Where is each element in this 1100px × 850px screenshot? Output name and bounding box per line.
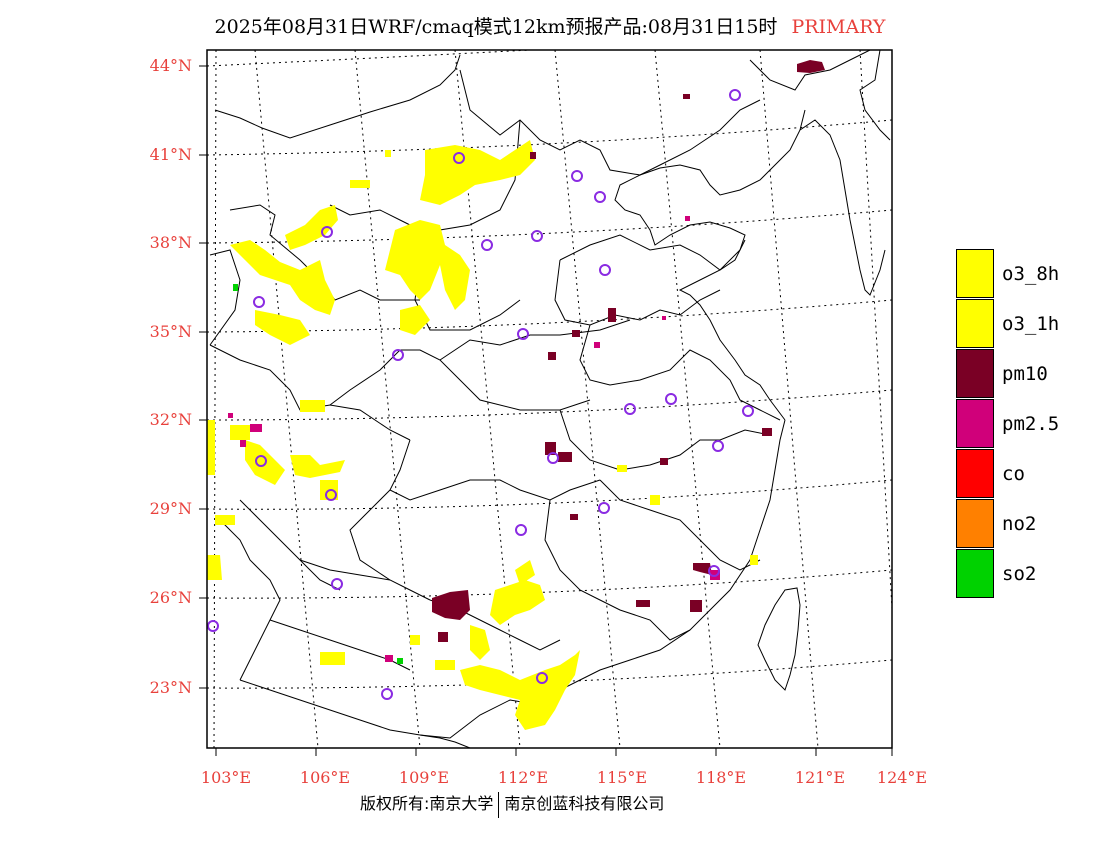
axis-ticks (199, 65, 893, 756)
lon-label-112: 112°E (497, 768, 549, 787)
monitoring-stations (207, 89, 754, 700)
lon-label-121: 121°E (794, 768, 846, 787)
lon-label-109: 109°E (398, 768, 450, 787)
pm10-patches (432, 60, 825, 642)
legend-label: no2 (1002, 513, 1037, 535)
legend-item-pm10: pm10 (956, 349, 1096, 399)
lat-label-41: 41°N (149, 145, 192, 164)
title-text: 2025年08月31日WRF/cmaq模式12km预报产品:08月31日15时 (214, 16, 778, 38)
lon-label-124: 124°E (876, 768, 928, 787)
copyright-company: 南京创蓝科技有限公司 (504, 794, 665, 813)
lon-label-118: 118°E (695, 768, 747, 787)
pm25-patches (228, 216, 720, 662)
legend-swatch (956, 449, 994, 498)
legend-item-co: co (956, 449, 1096, 499)
legend-swatch (956, 399, 994, 448)
map-title: 2025年08月31日WRF/cmaq模式12km预报产品:08月31日15时 P… (0, 12, 1100, 39)
taiwan (757, 587, 801, 691)
pollutant-patches (207, 60, 825, 730)
map-frame (206, 49, 893, 749)
north-province-lines (459, 69, 761, 176)
northern-border (214, 54, 461, 139)
copyright-footer: 版权所有:南京大学 南京创蓝科技有限公司 (360, 790, 664, 818)
legend-item-o3-8h: o3_8h (956, 249, 1096, 299)
hainan (419, 734, 471, 748)
legend-label: o3_1h (1002, 313, 1060, 335)
lon-label-115: 115°E (596, 768, 648, 787)
boundaries (209, 50, 891, 748)
lat-label-23: 23°N (149, 678, 192, 697)
lon-label-103: 103°E (200, 768, 252, 787)
legend-swatch (956, 249, 994, 298)
korea-coast (799, 119, 886, 296)
lon-label-106: 106°E (299, 768, 351, 787)
legend-item-so2: so2 (956, 549, 1096, 599)
title-tag: PRIMARY (791, 16, 886, 38)
legend-item-o3-1h: o3_1h (956, 299, 1096, 349)
legend-item-pm25: pm2.5 (956, 399, 1096, 449)
legend-swatch (956, 549, 994, 598)
legend-label: pm2.5 (1002, 413, 1060, 435)
footer-divider (498, 791, 500, 818)
legend-label: o3_8h (1002, 263, 1060, 285)
so2-patches (233, 284, 403, 664)
lat-label-32: 32°N (149, 410, 192, 429)
o3-patches (207, 140, 758, 730)
northeast-border (749, 50, 871, 91)
legend-swatch (956, 349, 994, 398)
legend-label: co (1002, 463, 1025, 485)
lat-label-35: 35°N (149, 322, 192, 341)
lat-label-26: 26°N (149, 588, 192, 607)
lat-label-38: 38°N (149, 233, 192, 252)
legend-label: pm10 (1002, 363, 1048, 385)
legend-label: so2 (1002, 563, 1037, 585)
east-coast (614, 109, 806, 421)
legend-swatch (956, 499, 994, 548)
lat-label-29: 29°N (149, 499, 192, 518)
lat-label-44: 44°N (149, 56, 192, 75)
legend-swatch (956, 299, 994, 348)
copyright-owner: 版权所有:南京大学 (360, 794, 494, 813)
south-coast (419, 419, 786, 739)
legend-item-no2: no2 (956, 499, 1096, 549)
